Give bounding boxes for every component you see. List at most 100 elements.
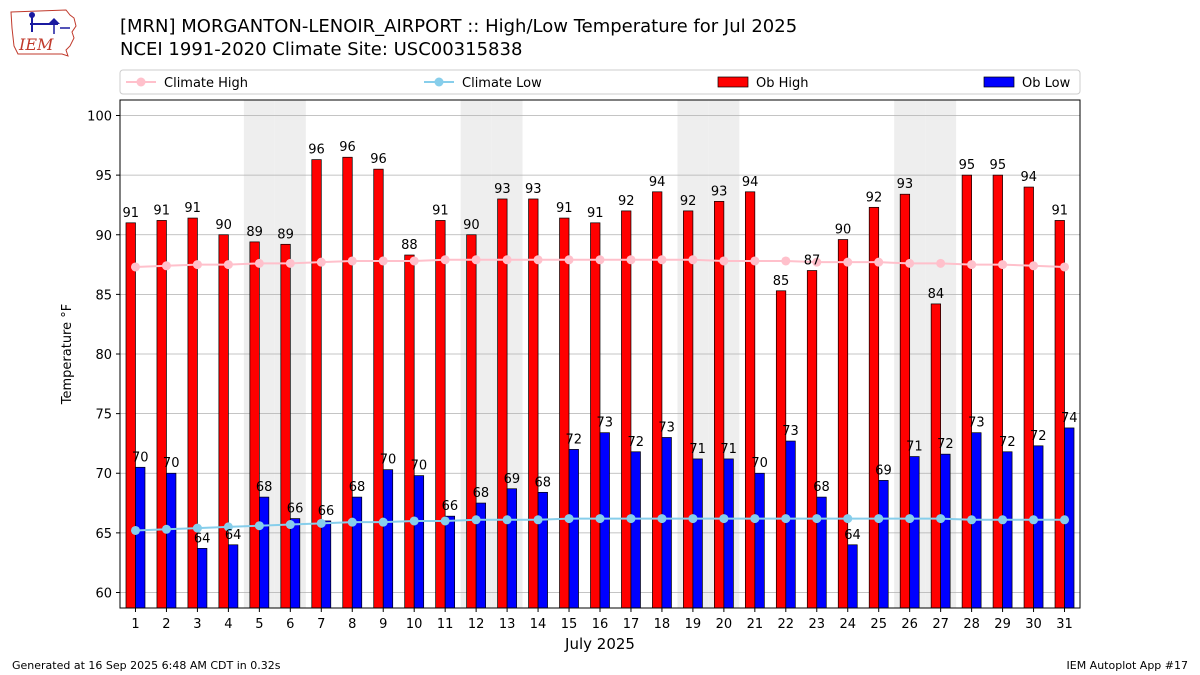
ob-high-bar-label: 93: [711, 184, 728, 199]
chart-title: [MRN] MORGANTON-LENOIR_AIRPORT :: High/L…: [120, 16, 798, 37]
ob-high-bar-label: 91: [153, 203, 170, 218]
ob-low-bar-label: 72: [627, 435, 644, 450]
x-tick-label: 16: [592, 617, 609, 632]
ob-low-bar-label: 70: [132, 450, 149, 465]
legend: Climate High Climate Low Ob High Ob Low: [119, 69, 1081, 95]
ob-high-bar-label: 89: [246, 225, 263, 240]
x-tick-label: 8: [348, 617, 356, 632]
ob-low-bar-label: 66: [442, 499, 459, 514]
climate-high-point: [750, 256, 760, 266]
ob-low-bar: [135, 466, 146, 609]
generated-note: Generated at 16 Sep 2025 6:48 AM CDT in …: [12, 659, 281, 672]
climate-low-point: [316, 518, 326, 528]
ob-low-bar-label: 71: [906, 440, 923, 455]
climate-low-point: [905, 514, 915, 524]
ob-high-bar-label: 91: [122, 206, 139, 221]
app-note: IEM Autoplot App #17: [1066, 659, 1189, 672]
climate-high-point: [626, 255, 636, 265]
ob-low-bar-label: 69: [504, 472, 521, 487]
ob-high-bar-label: 90: [835, 223, 852, 238]
ob-low-bar: [506, 488, 517, 609]
y-tick-label: 75: [95, 408, 112, 423]
ob-high-bar-label: 92: [866, 190, 883, 205]
climate-low-point: [502, 515, 512, 525]
ob-high-bar: [404, 254, 415, 609]
ob-low-bar-label: 64: [194, 531, 211, 546]
climate-high-point: [781, 256, 791, 266]
climate-high-point: [285, 258, 295, 268]
y-tick-label: 95: [95, 169, 112, 184]
x-tick-label: 30: [1025, 617, 1042, 632]
ob-low-bar: [940, 453, 951, 609]
climate-high-point: [595, 255, 605, 265]
climate-low-point: [595, 514, 605, 524]
climate-high-point: [998, 260, 1008, 270]
ob-low-bar-label: 68: [473, 486, 490, 501]
ob-low-bar: [630, 451, 641, 609]
climate-low-point: [378, 517, 388, 527]
y-tick-label: 70: [95, 467, 112, 482]
ob-high-bar: [342, 156, 353, 609]
y-tick-label: 85: [95, 288, 112, 303]
legend-marker: [434, 77, 444, 87]
climate-high-point: [812, 257, 822, 267]
climate-high-point: [657, 255, 667, 265]
ob-high-bar: [435, 220, 446, 609]
x-tick-label: 27: [932, 617, 949, 632]
ob-low-bar: [909, 456, 920, 609]
ob-low-bar: [166, 472, 177, 609]
ob-high-bar: [249, 241, 260, 609]
climate-high-point: [905, 258, 915, 268]
climate-high-point: [347, 256, 357, 266]
ob-low-bar-label: 74: [1061, 411, 1078, 426]
ob-high-bar: [187, 217, 198, 609]
legend-label: Climate High: [164, 76, 248, 91]
ob-low-bar: [1002, 451, 1013, 609]
y-tick-label: 90: [95, 229, 112, 244]
legend-bar-swatch: [983, 76, 1015, 88]
ob-low-bar: [289, 518, 301, 609]
ob-low-bar: [413, 475, 425, 609]
ob-high-bar-label: 96: [370, 152, 387, 167]
ob-high-bar-label: 95: [959, 158, 976, 173]
y-tick-label: 80: [95, 348, 112, 363]
ob-low-bar-label: 68: [813, 480, 830, 495]
climate-low-point: [750, 514, 760, 524]
ob-high-bar: [373, 168, 384, 609]
x-tick-label: 14: [530, 617, 547, 632]
climate-low-point: [998, 515, 1008, 525]
climate-high-point: [254, 258, 264, 268]
ob-low-bar: [847, 544, 858, 609]
climate-low-point: [1029, 515, 1039, 525]
ob-low-bar: [785, 440, 796, 609]
ob-low-bar-label: 70: [411, 459, 428, 474]
x-tick-label: 15: [561, 617, 578, 632]
ob-low-bar-label: 72: [999, 435, 1016, 450]
ob-low-bar: [878, 480, 889, 609]
ob-low-bar: [816, 496, 827, 609]
ob-high-bar: [961, 174, 972, 609]
ob-low-bar-label: 71: [689, 442, 706, 457]
climate-low-point: [533, 515, 543, 525]
ob-low-bar-label: 72: [566, 432, 583, 447]
climate-low-point: [471, 515, 481, 525]
y-tick-label: 65: [95, 527, 112, 542]
ob-high-bar: [930, 303, 941, 609]
climate-low-point: [254, 521, 264, 531]
ob-high-bar-label: 96: [308, 143, 325, 158]
ob-low-bar: [259, 496, 270, 609]
x-tick-label: 10: [406, 617, 423, 632]
climate-lines: [130, 255, 1070, 535]
climate-high-point: [130, 262, 140, 272]
ob-high-bar-label: 88: [401, 238, 418, 253]
chart-subtitle: NCEI 1991-2020 Climate Site: USC00315838: [120, 39, 523, 60]
ob-high-bar-label: 85: [773, 274, 790, 289]
x-tick-label: 5: [255, 617, 263, 632]
ob-high-bar: [837, 239, 849, 609]
ob-high-bar-label: 94: [1021, 170, 1038, 185]
ob-high-bar-label: 91: [587, 206, 604, 221]
ob-low-bar-label: 73: [658, 420, 675, 435]
ob-high-bar-label: 93: [897, 177, 914, 192]
ob-high-bar: [218, 234, 229, 609]
climate-high-point: [378, 256, 388, 266]
